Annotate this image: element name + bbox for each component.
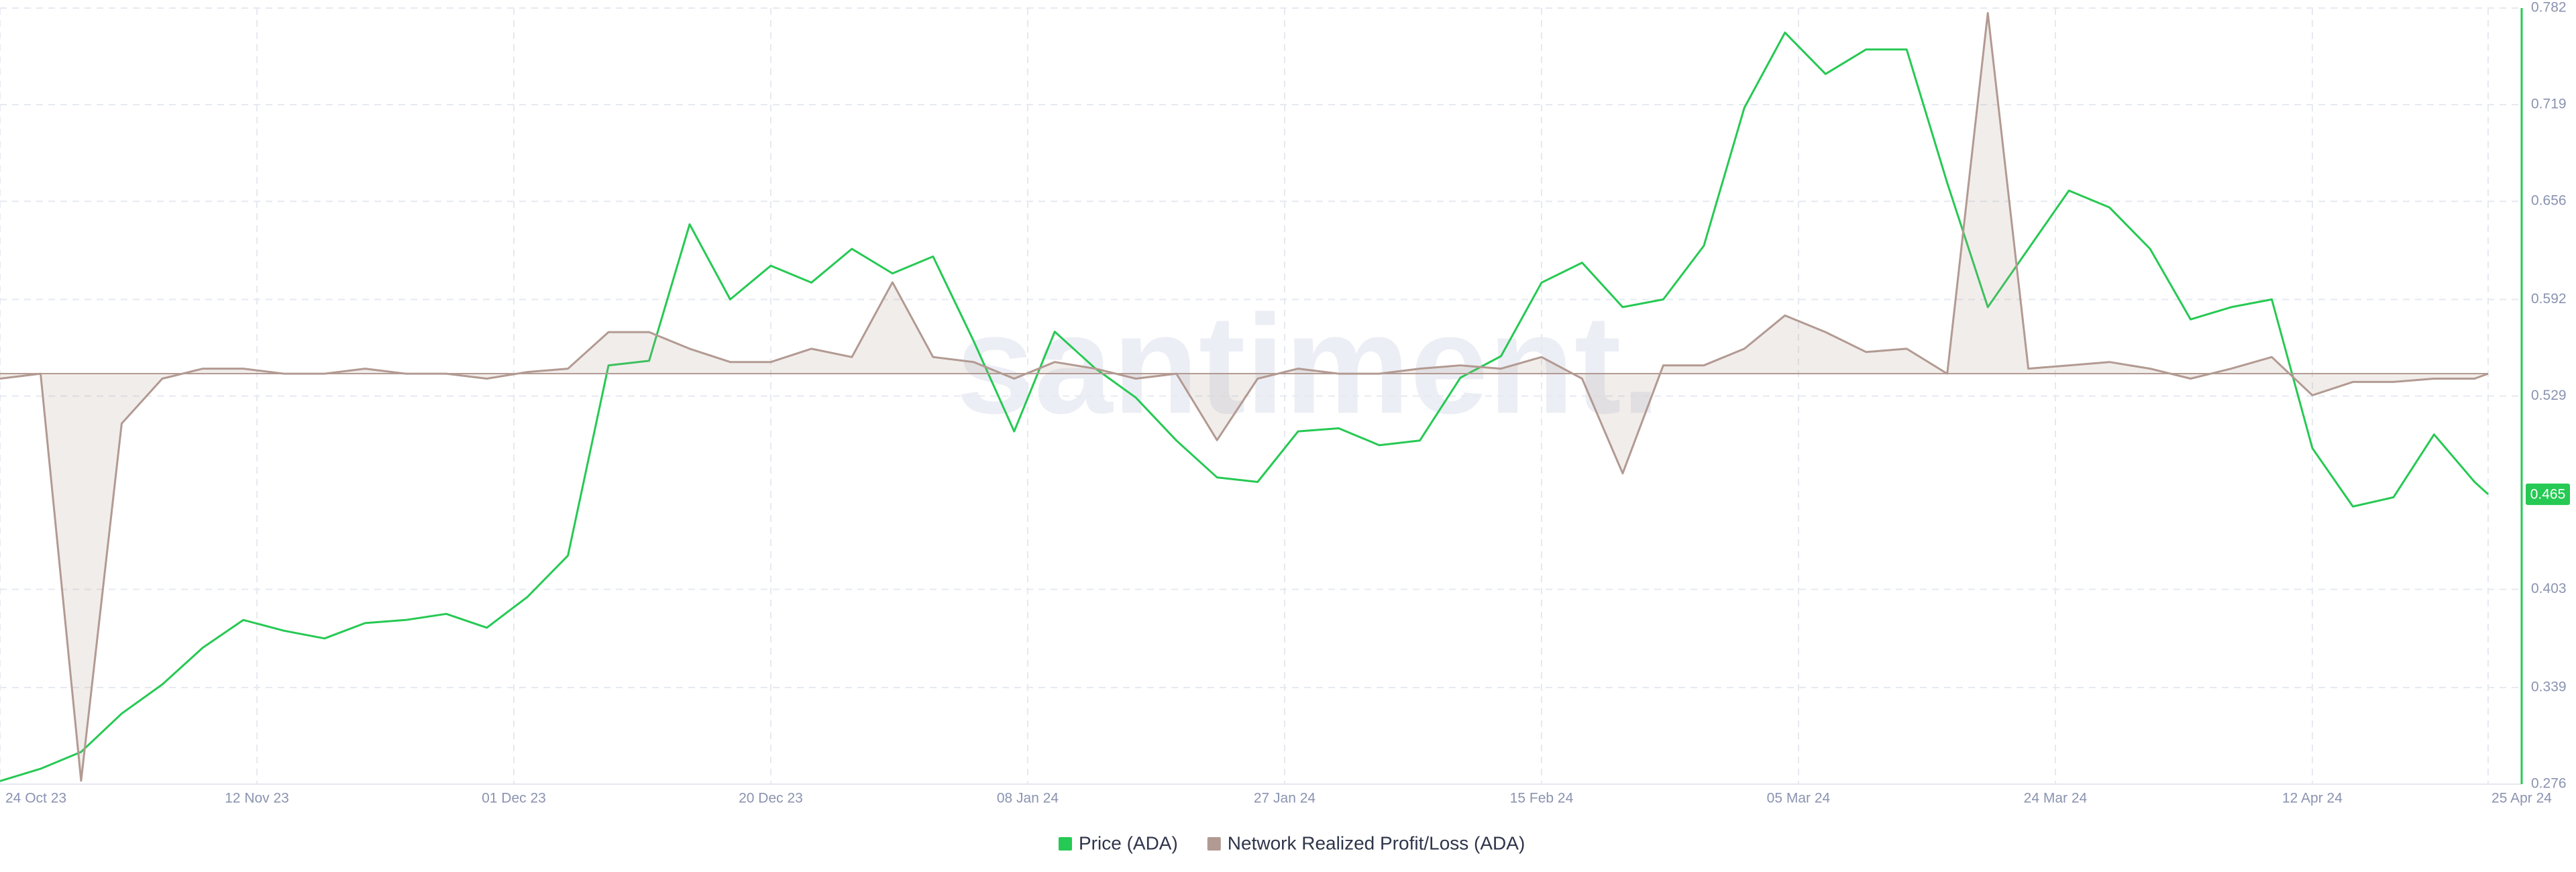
x-tick-label: 01 Dec 23 xyxy=(482,791,546,806)
legend-swatch xyxy=(1059,837,1072,851)
line xyxy=(0,11,2489,782)
x-tick-label: 05 Mar 24 xyxy=(1767,791,1831,806)
legend-label: Network Realized Profit/Loss (ADA) xyxy=(1228,832,1525,853)
line xyxy=(0,32,2489,782)
x-tick-label: 08 Jan 24 xyxy=(997,791,1059,806)
legend-label: Price (ADA) xyxy=(1079,832,1178,853)
y-tick-label: 0.719 xyxy=(2531,97,2567,112)
x-tick-label: 24 Mar 24 xyxy=(2024,791,2088,806)
x-tick-label: 12 Apr 24 xyxy=(2282,791,2343,806)
y-tick-label: 0.529 xyxy=(2531,388,2567,403)
price-badge-label: 0.465 xyxy=(2530,486,2566,502)
x-tick-label: 15 Feb 24 xyxy=(1510,791,1574,806)
y-tick-label: 0.656 xyxy=(2531,193,2567,209)
y-tick-label: 0.403 xyxy=(2531,581,2567,596)
y-tick-label: 0.782 xyxy=(2531,0,2567,15)
x-tick-label: 12 Nov 23 xyxy=(225,791,289,806)
price-badge xyxy=(2526,483,2570,505)
x-tick-label: 20 Dec 23 xyxy=(739,791,803,806)
area xyxy=(0,13,2488,781)
y-tick-label: 0.339 xyxy=(2531,679,2567,694)
x-tick-label: 27 Jan 24 xyxy=(1254,791,1316,806)
x-tick-label: 25 Apr 24 xyxy=(2491,791,2552,806)
y-tick-label: 0.276 xyxy=(2531,776,2567,792)
y-tick-label: 0.592 xyxy=(2531,291,2567,307)
legend-swatch xyxy=(1207,837,1221,851)
x-tick-label: 24 Oct 23 xyxy=(5,791,66,806)
